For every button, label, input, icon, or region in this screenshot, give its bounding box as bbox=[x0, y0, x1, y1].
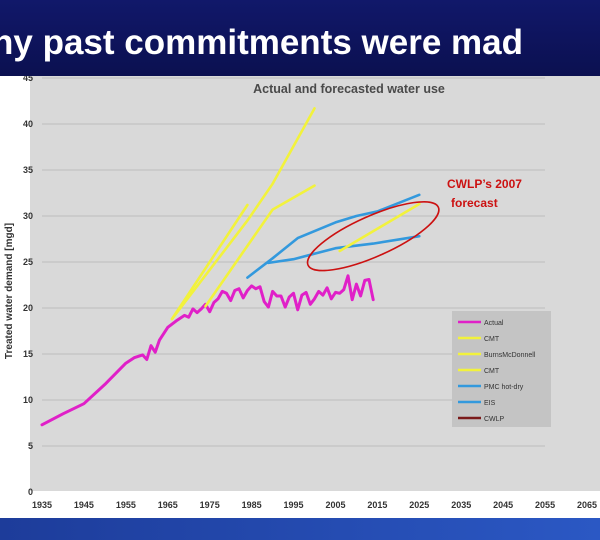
y-tick-label: 30 bbox=[23, 211, 33, 221]
x-tick-label: 2015 bbox=[367, 500, 387, 510]
series-line-cmt bbox=[170, 203, 249, 321]
x-tick-label: 1995 bbox=[284, 500, 304, 510]
gridlines bbox=[42, 77, 545, 447]
series-line-burnsmcdonnell bbox=[170, 107, 316, 321]
x-tick-label: 2045 bbox=[493, 500, 513, 510]
chart-title: Actual and forecasted water use bbox=[253, 82, 445, 96]
x-tick-label: 1965 bbox=[158, 500, 178, 510]
chart-panel: 0 5 10 15 20 25 30 35 40 45 1935 1945 1955 1965 1975 19… bbox=[0, 73, 600, 518]
series-layer bbox=[40, 107, 421, 427]
legend-label: CMT bbox=[484, 368, 500, 375]
slide-title: hy past commitments were mad bbox=[0, 0, 600, 76]
legend-label: CMT bbox=[484, 336, 500, 343]
footer-band bbox=[0, 518, 600, 540]
y-tick-label: 20 bbox=[23, 303, 33, 313]
annotation-text-line-2: forecast bbox=[451, 196, 498, 210]
legend-label: Actual bbox=[484, 320, 504, 327]
x-tick-label: 1945 bbox=[74, 500, 94, 510]
y-axis-label: Treated water demand [mgd] bbox=[4, 223, 15, 359]
legend-label: EIS bbox=[484, 400, 496, 407]
slide-title-text: hy past commitments were mad bbox=[0, 23, 523, 62]
legend-label: PMC hot-dry bbox=[484, 384, 524, 391]
x-tick-label: 2025 bbox=[409, 500, 429, 510]
legend: Actual CMT BurnsMcDonnell CMT PMC hot-dry EIS… bbox=[452, 311, 551, 427]
y-tick-label: 35 bbox=[23, 165, 33, 175]
y-tick-label: 25 bbox=[23, 257, 33, 267]
x-tick-label: 1985 bbox=[242, 500, 262, 510]
y-tick-label: 45 bbox=[23, 76, 33, 83]
y-tick-label: 40 bbox=[23, 119, 33, 129]
x-tick-label: 2035 bbox=[451, 500, 471, 510]
series-line-cmt bbox=[204, 184, 316, 308]
forecast-ellipse bbox=[306, 201, 440, 272]
y-tick-label: 0 bbox=[28, 487, 33, 497]
series-line-eis bbox=[267, 234, 421, 265]
legend-label: CWLP bbox=[484, 416, 505, 423]
series-line-actual bbox=[40, 274, 375, 427]
x-tick-label: 1975 bbox=[200, 500, 220, 510]
legend-label: BurnsMcDonnell bbox=[484, 352, 536, 359]
x-tick-label: 2055 bbox=[535, 500, 555, 510]
y-tick-label: 15 bbox=[23, 349, 33, 359]
x-tick-label: 2005 bbox=[325, 500, 345, 510]
x-tick-label: 1935 bbox=[32, 500, 52, 510]
series-line-cwlp bbox=[338, 202, 421, 253]
x-tick-label: 2065 bbox=[577, 500, 597, 510]
y-tick-label: 5 bbox=[28, 441, 33, 451]
series-line-pmc-hot-dry bbox=[246, 193, 421, 279]
annotation-text-line-1: CWLP’s 2007 bbox=[447, 177, 522, 191]
y-tick-label: 10 bbox=[23, 395, 33, 405]
x-tick-label: 1955 bbox=[116, 500, 136, 510]
plot-area bbox=[30, 76, 600, 491]
